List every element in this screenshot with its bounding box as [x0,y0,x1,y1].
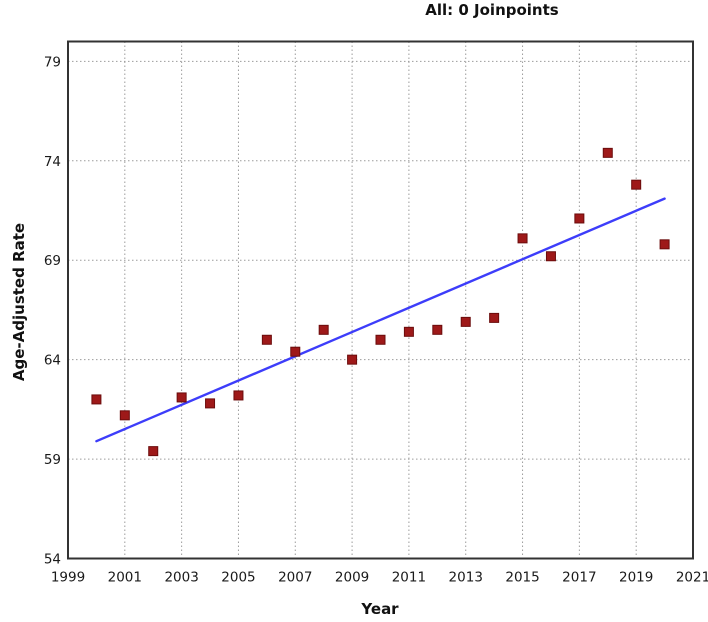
data-point-marker [489,312,500,323]
data-point-marker [574,213,585,224]
x-tick-label: 2021 [676,570,708,586]
trend-line [95,197,666,443]
y-tick-label: 79 [44,54,61,70]
y-tick-label: 59 [44,452,61,468]
y-tick-label: 69 [44,253,61,269]
chart-title: All: 0 Joinpoints [425,1,559,19]
x-tick-label: 2017 [562,570,596,586]
x-tick-label: 2013 [449,570,483,586]
y-tick-label: 54 [44,552,61,568]
data-point-marker [176,392,187,403]
x-tick-label: 2011 [392,570,426,586]
data-point-marker [375,334,386,345]
data-point-marker [517,233,528,244]
data-point-marker [460,316,471,327]
data-point-marker [631,179,642,190]
data-point-marker [233,390,244,401]
y-tick-label: 74 [44,154,61,170]
x-tick-label: 2007 [278,570,312,586]
x-tick-label: 2005 [221,570,255,586]
y-tick-label: 64 [44,353,61,369]
x-axis-title: Year [361,600,399,618]
data-point-marker [261,334,272,345]
data-point-marker [119,410,130,421]
data-point-marker [290,346,301,357]
x-tick-label: 2009 [335,570,369,586]
data-point-marker [602,147,613,158]
data-point-marker [545,251,556,262]
x-tick-label: 2001 [108,570,142,586]
data-point-marker [148,446,159,457]
data-point-marker [659,239,670,250]
data-point-marker [432,324,443,335]
data-point-marker [318,324,329,335]
data-point-marker [205,398,216,409]
x-tick-label: 2003 [164,570,198,586]
x-tick-label: 2015 [505,570,539,586]
data-point-marker [403,326,414,337]
x-tick-label: 2019 [619,570,653,586]
data-point-marker [91,394,102,405]
plot-border [67,40,694,560]
data-point-marker [347,354,358,365]
y-axis-title: Age-Adjusted Rate [10,222,28,382]
x-tick-label: 1999 [51,570,85,586]
